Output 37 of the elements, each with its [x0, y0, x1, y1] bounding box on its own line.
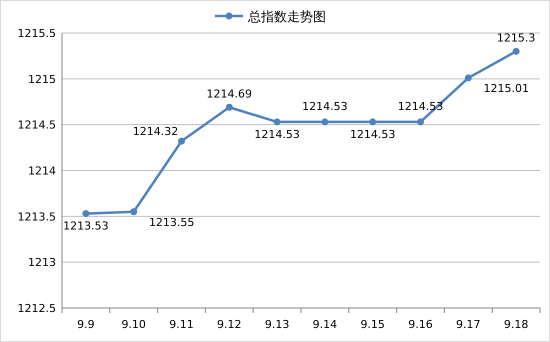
point — [512, 48, 520, 55]
legend-label: 总指数走势图 — [247, 10, 326, 25]
data-label: 1215.01 — [484, 82, 530, 95]
point — [321, 118, 328, 126]
y-tick-label: 1213.5 — [18, 210, 56, 224]
x-tick-label: 9.14 — [312, 318, 338, 331]
point — [464, 74, 472, 82]
y-tick-label: 1215.5 — [18, 27, 56, 40]
data-label: 1214.53 — [302, 100, 348, 113]
data-label: 1215.3 — [496, 31, 536, 44]
point — [178, 138, 185, 145]
point — [417, 118, 424, 126]
data-label: 1213.53 — [63, 220, 109, 233]
x-tick-label: 9.18 — [504, 318, 528, 331]
x-tick-label: 9.17 — [456, 318, 481, 331]
point — [226, 104, 233, 111]
y-tick-label: 1214 — [28, 164, 56, 178]
x-tick-label: 9.10 — [121, 318, 146, 331]
data-label: 1213.55 — [148, 216, 194, 229]
x-tick-label: 9.9 — [77, 318, 95, 331]
point — [274, 118, 281, 126]
point — [82, 210, 90, 218]
x-tick-label: 9.13 — [264, 318, 290, 331]
y-tick-label: 1214.5 — [18, 118, 56, 132]
data-label: 1214.53 — [350, 128, 396, 141]
data-label: 1214.32 — [132, 125, 178, 138]
y-tick-label: 1213 — [28, 256, 56, 270]
x-tick-label: 9.12 — [217, 318, 242, 331]
data-label: 1214.69 — [206, 87, 252, 100]
x-tick-label: 9.16 — [408, 318, 433, 331]
x-tick-label: 9.15 — [360, 318, 385, 331]
y-tick-label: 1215 — [28, 72, 56, 86]
x-tick-label: 9.11 — [169, 318, 194, 331]
data-label: 1214.53 — [254, 128, 300, 141]
point — [369, 118, 376, 126]
point — [130, 208, 138, 216]
y-tick-label: 1212.5 — [18, 302, 56, 315]
